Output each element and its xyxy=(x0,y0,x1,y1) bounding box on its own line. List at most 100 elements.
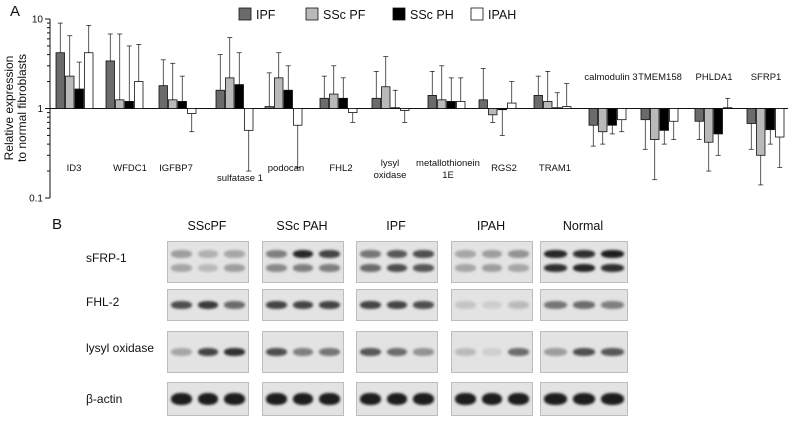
protein-label: FHL-2 xyxy=(86,295,120,309)
blot-band xyxy=(572,348,596,356)
category-label: lysyl oxidase xyxy=(374,158,407,181)
blot-band xyxy=(171,301,192,309)
blot-panel xyxy=(540,289,628,321)
lane-group-label: IPAH xyxy=(476,219,506,233)
blot-band xyxy=(266,301,287,309)
bar-ipf xyxy=(264,106,274,109)
bar-ipah xyxy=(562,106,572,109)
blot-band xyxy=(360,301,381,309)
blot-panel xyxy=(262,289,344,321)
category-label-line: ID3 xyxy=(67,163,82,174)
bar-ipah xyxy=(244,108,254,131)
blot-band xyxy=(319,301,340,309)
category-label-line: TRAM1 xyxy=(539,163,571,174)
blot-band xyxy=(360,264,381,272)
protein-label: sFRP-1 xyxy=(86,251,127,265)
bar-ipf xyxy=(55,52,65,109)
y-tick-label: 0.1 xyxy=(29,194,43,205)
category-label-line: sulfatase 1 xyxy=(217,173,263,184)
blot-band xyxy=(544,301,567,309)
blot-band xyxy=(360,250,381,258)
blot-band xyxy=(572,393,596,405)
bar-ssc-pf xyxy=(115,99,125,109)
blot-band xyxy=(413,301,434,309)
blot-band xyxy=(455,264,476,272)
blot-band xyxy=(508,393,529,405)
bar-ipah xyxy=(293,108,303,126)
category-label-line: oxidase xyxy=(374,170,407,181)
category-label-line: metallothionein xyxy=(416,158,480,169)
blot-band xyxy=(413,250,434,258)
y-axis-label-line: to normal fibroblasts xyxy=(15,54,29,162)
legend-label: IPF xyxy=(256,8,276,22)
category-label-line: WFDC1 xyxy=(113,163,147,174)
bar-ssc-ph xyxy=(283,89,293,109)
blot-panel xyxy=(540,241,628,283)
category-label-line: lysyl xyxy=(381,158,399,169)
category-label-line: IGFBP7 xyxy=(159,163,193,174)
bar-ipf xyxy=(694,108,704,122)
y-axis-label-line: Relative expression xyxy=(2,56,16,161)
bar-ssc-pf xyxy=(168,99,178,109)
category-label: metallothionein 1E xyxy=(416,158,480,181)
category-label: ID3 xyxy=(67,163,82,174)
blot-band xyxy=(292,393,314,405)
blot-panel xyxy=(356,289,438,321)
blot-band xyxy=(413,348,434,356)
category-label-line: PHLDA1 xyxy=(696,72,733,83)
category-label: sulfatase 1 xyxy=(217,173,263,184)
blot-band xyxy=(572,264,596,272)
bar-ssc-pf xyxy=(756,108,766,156)
bar-ssc-ph xyxy=(390,107,400,109)
protein-label: β-actin xyxy=(86,392,123,406)
blot-band xyxy=(171,264,192,272)
bar-ssc-pf xyxy=(381,86,391,109)
lane-group-label: IPF xyxy=(386,219,406,233)
bar-chart: 0.1 1 10 Relative expressionto normal fibro… xyxy=(2,7,788,205)
category-label-line: FHL2 xyxy=(329,163,352,174)
blot-band xyxy=(171,393,192,405)
bar-ipah xyxy=(348,108,358,113)
legend-label: IPAH xyxy=(488,8,516,22)
category-label: IGFBP7 xyxy=(159,163,193,174)
bar-ssc-ph xyxy=(338,97,348,109)
blot-band xyxy=(197,393,219,405)
blot-band xyxy=(508,250,529,258)
legend-swatch xyxy=(238,7,252,21)
bar-ipah xyxy=(187,108,197,114)
bar-ssc-ph xyxy=(497,108,507,111)
blot-band xyxy=(601,393,624,405)
blot-band xyxy=(455,348,476,356)
blot-band xyxy=(413,264,434,272)
bar-ipah xyxy=(723,107,733,109)
bar-ssc-pf xyxy=(225,77,235,109)
blot-panel xyxy=(262,382,344,416)
y-axis-label: Relative expressionto normal fibroblasts xyxy=(2,54,29,162)
lane-group-label: SSc PAH xyxy=(276,219,328,233)
panel-b-letter: B xyxy=(52,216,63,233)
category-label-line: TMEM158 xyxy=(638,72,682,83)
bar-ssc-ph xyxy=(607,108,617,126)
blot-band xyxy=(481,250,503,258)
blot-band xyxy=(360,348,381,356)
category-label: TMEM158 xyxy=(638,72,682,83)
bar-ssc-ph xyxy=(177,101,187,109)
category-label: calmodulin 3 xyxy=(584,72,637,83)
bar-ssc-pf xyxy=(437,99,447,109)
bar-ipah xyxy=(400,108,410,111)
category-label: TRAM1 xyxy=(539,163,571,174)
blot-panel xyxy=(167,241,249,283)
bar-ipah xyxy=(507,102,517,109)
blot-band xyxy=(544,348,567,356)
bar-ssc-pf xyxy=(650,108,660,140)
bar-ipah xyxy=(456,101,466,109)
bar-ipf xyxy=(640,108,650,121)
blot-panel xyxy=(451,289,533,321)
blot-band xyxy=(386,393,408,405)
blot-panel xyxy=(451,241,533,283)
bar-ssc-ph xyxy=(446,101,456,109)
bar-ssc-pf xyxy=(274,77,284,109)
bar-ipf xyxy=(478,99,488,109)
category-label: FHL2 xyxy=(329,163,352,174)
bar-ipf xyxy=(371,97,381,109)
